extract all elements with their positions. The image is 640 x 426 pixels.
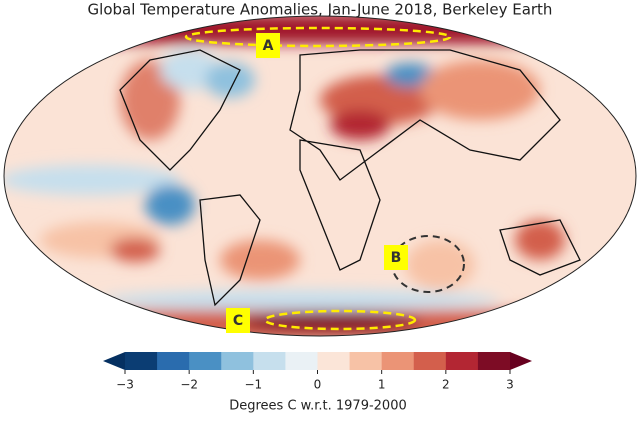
colorbar-tick-label: −1 [244, 378, 262, 392]
colorbar-bin [125, 352, 158, 370]
colorbar-label: Degrees C w.r.t. 1979-2000 [229, 399, 407, 414]
colorbar-bin [157, 352, 190, 370]
colorbar-bin [413, 352, 447, 370]
annotation: A [263, 38, 274, 54]
annotation: C [233, 313, 243, 329]
colorbar-bin [285, 352, 318, 370]
colorbar-bin [189, 352, 222, 370]
label-box [384, 245, 408, 270]
colorbar-bin [253, 352, 286, 370]
colorbar-bin [221, 352, 254, 370]
colorbar-tick-label: −2 [180, 378, 198, 392]
colorbar-bin [477, 352, 511, 370]
title: Global Temperature Anomalies, Jan-June 2… [88, 1, 553, 19]
colorbar-tick-label: 0 [314, 378, 322, 392]
colorbar-extend [103, 352, 125, 370]
colorbar-bin [317, 352, 351, 370]
colorbar-tick-label: −3 [116, 378, 134, 392]
highlight-a [184, 26, 452, 48]
colorbar-tick-label: 3 [506, 378, 514, 392]
globe-outline [3, 15, 637, 337]
label-box [226, 308, 250, 333]
colorbar-bin [445, 352, 479, 370]
colorbar-tick-label: 1 [378, 378, 386, 392]
label-box [256, 33, 280, 58]
colorbar-tick-label: 2 [442, 378, 450, 392]
annotation: B [391, 250, 402, 266]
colorbar-bin [349, 352, 383, 370]
colorbar-bin [381, 352, 415, 370]
colorbar-extend [510, 352, 532, 370]
highlight-c [263, 309, 417, 331]
